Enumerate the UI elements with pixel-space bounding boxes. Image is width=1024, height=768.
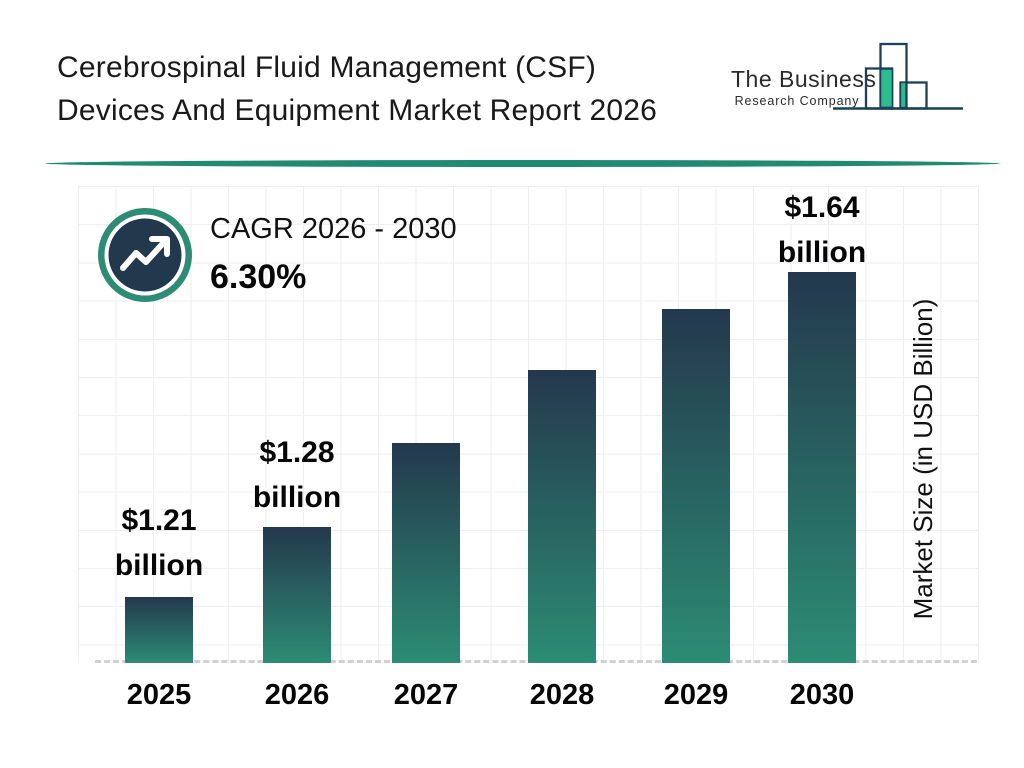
bar-value-unit: billion — [114, 549, 204, 582]
bar-value-unit: billion — [777, 236, 867, 269]
y-axis-label: Market Size (in USD Billion) — [908, 298, 938, 620]
cagr-value: 6.30% — [210, 258, 307, 296]
trending-up-icon — [98, 208, 192, 302]
bar-2029 — [662, 309, 730, 663]
x-label-2025: 2025 — [126, 679, 192, 711]
bar-value-label-2026: $1.28 billion — [187, 430, 407, 520]
bar-2028 — [528, 370, 596, 663]
bar-2025 — [125, 597, 193, 663]
page-title-line2: Devices And Equipment Market Report 2026 — [57, 94, 657, 127]
x-label-2027: 2027 — [393, 679, 459, 711]
bar-value-label-2030: $1.64 billion — [712, 185, 932, 275]
bar-chart-skyline-icon — [833, 42, 963, 110]
x-label-2030: 2030 — [789, 679, 855, 711]
logo-name-top: The Business — [731, 66, 877, 92]
x-label-2026: 2026 — [264, 679, 330, 711]
logo-name-bottom: Research Company — [734, 94, 860, 108]
bar-value-amount: $1.64 — [784, 191, 860, 224]
bar-2026 — [263, 527, 331, 663]
bar-value-unit: billion — [252, 481, 342, 514]
logo-wordmark: The Business Research Company — [731, 66, 877, 108]
x-label-2028: 2028 — [529, 679, 595, 711]
x-label-2029: 2029 — [663, 679, 729, 711]
page-title: Cerebrospinal Fluid Management (CSF) Dev… — [57, 46, 657, 132]
bar-2030 — [788, 272, 856, 663]
page-title-line1: Cerebrospinal Fluid Management (CSF) — [57, 51, 597, 84]
bar-value-amount: $1.21 — [121, 504, 197, 537]
bar-2027 — [392, 443, 460, 663]
bar-value-label-2025: $1.21 billion — [49, 498, 269, 588]
bar-value-amount: $1.28 — [259, 436, 335, 469]
cagr-period-label: CAGR 2026 - 2030 — [210, 213, 457, 245]
divider-line — [45, 160, 1000, 167]
